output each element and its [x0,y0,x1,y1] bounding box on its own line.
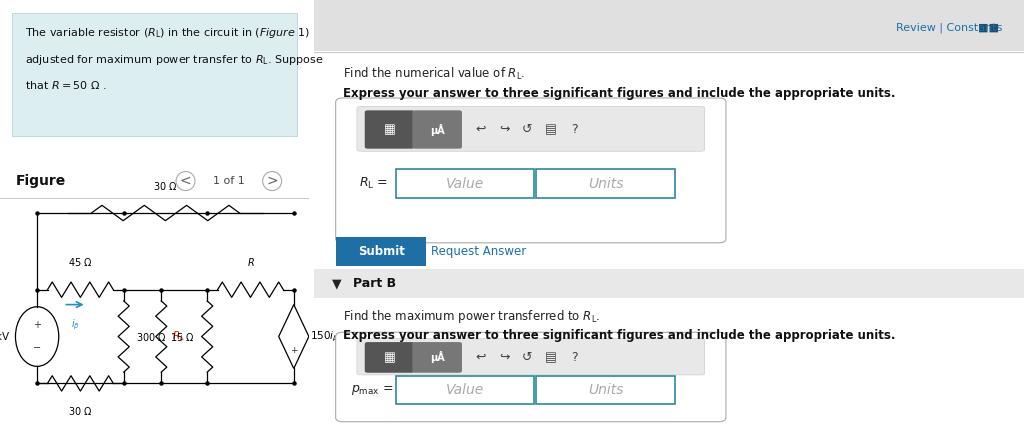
Text: $R$: $R$ [247,256,254,268]
Text: Find the maximum power transferred to $R_{\rm L}$.: Find the maximum power transferred to $R… [343,308,600,325]
Text: ▤: ▤ [545,351,557,364]
FancyBboxPatch shape [336,98,726,243]
Text: ↪: ↪ [500,351,510,364]
FancyBboxPatch shape [413,342,462,373]
Text: 30 $\Omega$: 30 $\Omega$ [69,405,92,417]
FancyBboxPatch shape [12,13,297,136]
Text: that $R = 50$ $\Omega$ .: that $R = 50$ $\Omega$ . [25,79,106,91]
FancyBboxPatch shape [537,169,675,198]
Text: ↩: ↩ [476,123,486,136]
Text: 150$i_\beta$: 150$i_\beta$ [310,329,339,344]
Text: +: + [33,320,41,330]
Text: Request Answer: Request Answer [431,245,526,258]
Text: <: < [180,174,191,188]
Text: ■■: ■■ [978,23,1002,33]
Text: Value: Value [446,177,484,190]
Text: Find the numerical value of $R_{\rm L}$.: Find the numerical value of $R_{\rm L}$. [343,66,525,82]
Text: $R_{\rm L}$ =: $R_{\rm L}$ = [359,176,388,191]
Text: ?: ? [570,123,578,136]
FancyBboxPatch shape [413,110,462,149]
Text: +: + [290,346,298,355]
Text: Submit: Submit [357,245,404,258]
Text: 3.6 kV: 3.6 kV [0,331,9,342]
Text: >: > [266,174,278,188]
FancyBboxPatch shape [396,376,535,404]
Text: $R_L$: $R_L$ [172,330,185,343]
Text: Units: Units [588,383,624,397]
Text: ▼: ▼ [332,277,342,290]
Text: μÅ: μÅ [430,351,444,363]
Text: ↺: ↺ [522,351,532,364]
Text: 300 $\Omega$: 300 $\Omega$ [136,331,167,343]
Text: 45 $\Omega$: 45 $\Omega$ [69,256,92,268]
Text: −: − [33,343,41,354]
Text: Units: Units [588,177,624,190]
Text: μÅ: μÅ [430,124,444,135]
Text: adjusted for maximum power transfer to $R_{\rm L}$. Suppose: adjusted for maximum power transfer to $… [25,53,324,67]
Text: ↩: ↩ [476,351,486,364]
FancyBboxPatch shape [365,110,415,149]
Text: 1 of 1: 1 of 1 [213,176,245,186]
Text: $i_\beta$: $i_\beta$ [71,317,80,332]
Text: Part B: Part B [353,277,396,290]
Text: 30 $\Omega$: 30 $\Omega$ [154,180,178,192]
Text: ?: ? [570,351,578,364]
FancyBboxPatch shape [365,342,415,373]
FancyBboxPatch shape [336,237,426,266]
Text: ↺: ↺ [522,123,532,136]
Text: Figure: Figure [15,174,66,188]
Text: Express your answer to three significant figures and include the appropriate uni: Express your answer to three significant… [343,87,895,101]
FancyBboxPatch shape [336,332,726,422]
FancyBboxPatch shape [357,339,705,375]
FancyBboxPatch shape [357,106,705,151]
FancyBboxPatch shape [396,169,535,198]
Text: Express your answer to three significant figures and include the appropriate uni: Express your answer to three significant… [343,329,895,342]
Text: ▦: ▦ [384,123,395,136]
FancyBboxPatch shape [537,376,675,404]
Text: ▤: ▤ [545,123,557,136]
FancyBboxPatch shape [314,0,1024,51]
Text: The variable resistor ($R_{\rm L}$) in the circuit in ($\it{Figure}$ $\it{1}$) i: The variable resistor ($R_{\rm L}$) in t… [25,26,323,40]
Text: Review | Constants: Review | Constants [876,23,1002,33]
Text: ↪: ↪ [500,123,510,136]
Text: Value: Value [446,383,484,397]
Text: ▦: ▦ [384,351,395,364]
Text: $p_{\rm max}$ =: $p_{\rm max}$ = [351,383,394,397]
Text: 15 $\Omega$: 15 $\Omega$ [170,331,195,343]
FancyBboxPatch shape [314,269,1024,298]
